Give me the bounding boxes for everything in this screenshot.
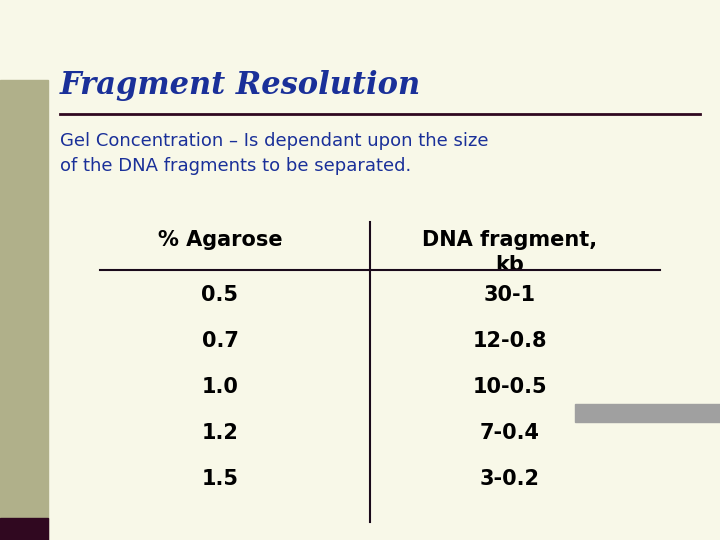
Text: 12-0.8: 12-0.8 <box>473 331 547 351</box>
Text: Gel Concentration – Is dependant upon the size
of the DNA fragments to be separa: Gel Concentration – Is dependant upon th… <box>60 132 488 175</box>
Bar <box>0 518 48 540</box>
Text: 1.5: 1.5 <box>202 469 238 489</box>
Text: 30-1: 30-1 <box>484 285 536 305</box>
Text: Fragment Resolution: Fragment Resolution <box>60 70 421 101</box>
Text: 1.2: 1.2 <box>202 423 238 443</box>
Text: 3-0.2: 3-0.2 <box>480 469 540 489</box>
Bar <box>575 404 720 422</box>
Text: 10-0.5: 10-0.5 <box>473 377 547 397</box>
Bar <box>0 80 48 540</box>
Text: DNA fragment,
kb: DNA fragment, kb <box>423 230 598 275</box>
Text: 0.7: 0.7 <box>202 331 238 351</box>
Text: 1.0: 1.0 <box>202 377 238 397</box>
Text: 7-0.4: 7-0.4 <box>480 423 540 443</box>
Text: % Agarose: % Agarose <box>158 230 282 250</box>
Text: 0.5: 0.5 <box>202 285 238 305</box>
